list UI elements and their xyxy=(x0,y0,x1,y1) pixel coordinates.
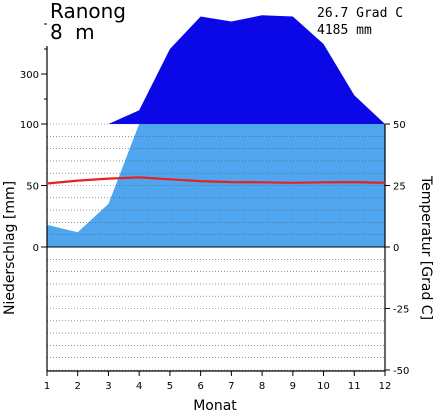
x-tick-label: 3 xyxy=(105,381,111,392)
temperature-layer xyxy=(46,176,386,185)
fill-layer xyxy=(47,15,385,247)
temperature-line xyxy=(46,176,386,185)
x-tick-label: 9 xyxy=(290,381,296,392)
x-tick-label: 1 xyxy=(44,381,50,392)
x-tick-label: 7 xyxy=(228,381,234,392)
x-axis-label: Monat xyxy=(193,398,237,414)
x-tick-label: 5 xyxy=(167,381,173,392)
station-name: Ranong xyxy=(50,0,126,23)
x-tick-label: 2 xyxy=(75,381,81,392)
left-axis-label: Niederschlag [mm] xyxy=(2,181,18,315)
right-tick-label: 0 xyxy=(393,243,399,254)
right-tick-label: -25 xyxy=(393,305,409,316)
x-tick-label: 8 xyxy=(259,381,265,392)
annual-precipitation: 4185 mm xyxy=(317,23,372,38)
left-tick-label: 100 xyxy=(20,120,39,131)
x-tick-label: 10 xyxy=(317,381,330,392)
x-tick-label: 11 xyxy=(348,381,361,392)
left-tick-label: 300 xyxy=(20,70,39,81)
perhumid-area xyxy=(47,15,385,124)
right-axis-label: Temperatur [Grad C] xyxy=(418,175,434,320)
x-tick-label: 12 xyxy=(379,381,392,392)
left-tick-label: 0 xyxy=(33,243,39,254)
x-tick-label: 6 xyxy=(197,381,203,392)
x-tick-label: 4 xyxy=(136,381,142,392)
grid-layer xyxy=(47,123,385,371)
mean-temperature: 26.7 Grad C xyxy=(317,6,403,21)
right-tick-label: -50 xyxy=(393,366,409,377)
right-tick-label: 50 xyxy=(393,120,406,131)
left-tick-label: 50 xyxy=(26,182,39,193)
right-tick-label: 25 xyxy=(393,182,406,193)
station-elevation: 8 m xyxy=(50,20,98,44)
